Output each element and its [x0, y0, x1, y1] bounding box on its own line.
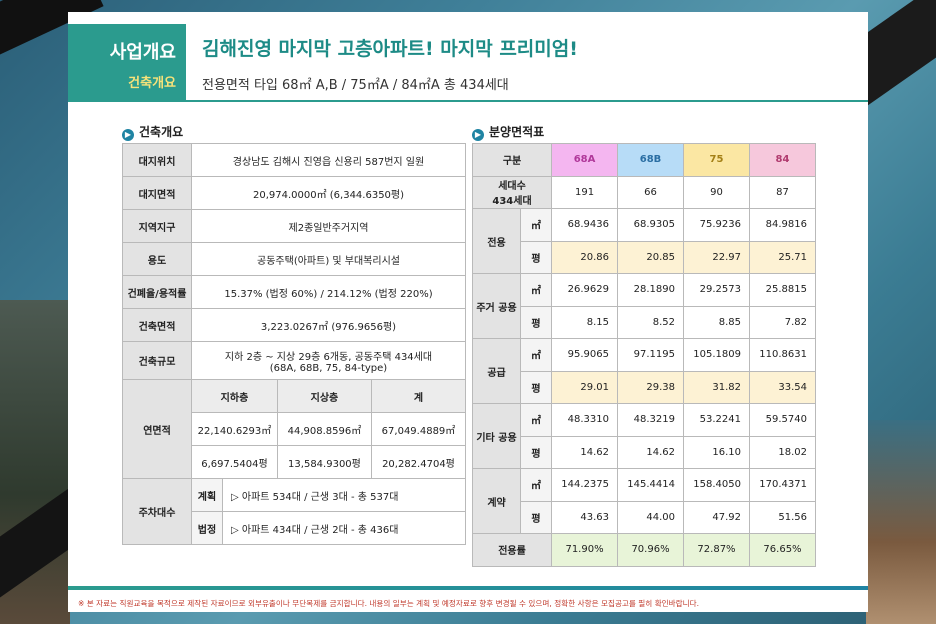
unit-label: ㎡ — [520, 468, 553, 502]
area-value: 48.3310 — [551, 403, 619, 437]
table-row: 전용 ㎡ 68.9436 68.9305 75.9236 84.9816 — [471, 208, 817, 274]
area-value: 22.97 — [683, 240, 750, 274]
table-row: 주차대수 계획 ▷ 아파트 534대 / 근생 3대 - 총 537대 — [122, 478, 466, 545]
unit-label: 평 — [520, 435, 553, 469]
area-value: 33.54 — [748, 370, 817, 404]
table-row: 연면적 지하층 지상층 계 — [122, 379, 467, 479]
area-value: 16.10 — [683, 435, 750, 469]
group-label: 기타 공용 — [471, 403, 522, 469]
area-value: 68.9436 — [551, 208, 619, 242]
table-row: 건축규모 지하 2층 ~ 지상 29층 6개동, 공동주택 434세대 (68A, … — [122, 341, 466, 380]
area-value: 105.1809 — [683, 338, 750, 372]
area-value: 43.63 — [551, 500, 619, 534]
area-value: 145.4414 — [617, 468, 684, 502]
table-row: 법정 ▷ 아파트 434대 / 근생 2대 - 총 436대 — [123, 511, 466, 545]
area-value: 26.9629 — [551, 273, 619, 307]
table-row: 구분 68A 68B 75 84 — [471, 143, 817, 177]
table-row: 세대수 434세대 191 66 90 87 — [471, 175, 817, 209]
header-divider — [186, 100, 868, 102]
table-row: 평 8.15 8.52 8.85 7.82 — [473, 305, 817, 339]
area-value: 44.00 — [617, 500, 684, 534]
section-title-area: ▶ 분양면적표 — [472, 123, 544, 141]
area-value: 158.4050 — [683, 468, 750, 502]
area-value: 8.85 — [683, 305, 750, 339]
table-row: 6,697.5404평 13,584.9300평 20,282.4704평 — [123, 445, 467, 479]
area-value: 47.92 — [683, 500, 750, 534]
group-label: 공급 — [471, 338, 522, 404]
table-row: 평 20.86 20.85 22.97 25.71 — [473, 240, 817, 274]
building-overview-table: 대지위치 경상남도 김해시 진영읍 신용리 587번지 일원 대지면적 20,974… — [122, 143, 467, 545]
table-row: 계약 ㎡ 144.2375 145.4414 158.4050 170.4371 — [471, 468, 817, 534]
area-value: 51.56 — [748, 500, 817, 534]
unit-label: ㎡ — [520, 208, 553, 242]
table-row: 지역지구 제2종일반주거지역 — [122, 209, 466, 243]
table-row: 평 43.63 44.00 47.92 51.56 — [473, 500, 817, 534]
area-value: 48.3219 — [617, 403, 684, 437]
slide-card: 사업개요 건축개요 김해진영 마지막 고층아파트! 마지막 프리미엄! 전용면적… — [68, 12, 868, 612]
unit-label: ㎡ — [520, 338, 553, 372]
area-value: 68.9305 — [617, 208, 684, 242]
area-value: 25.8815 — [748, 273, 817, 307]
area-value: 29.38 — [617, 370, 684, 404]
background-rock-right — [866, 420, 936, 624]
table-row: 평 14.62 14.62 16.10 18.02 — [473, 435, 817, 469]
table-row: 주거 공용 ㎡ 26.9629 28.1890 29.2573 25.8815 — [471, 273, 817, 339]
unit-label: 평 — [520, 370, 553, 404]
unit-label: 평 — [520, 305, 553, 339]
table-row: 22,140.6293㎡ 44,908.8596㎡ 67,049.4889㎡ — [123, 412, 467, 446]
subline: 전용면적 타입 68㎡ A,B / 75㎡A / 84㎡A 총 434세대 — [202, 78, 509, 93]
footer-divider — [68, 586, 868, 590]
area-value: 75.9236 — [683, 208, 750, 242]
unit-label: ㎡ — [520, 273, 553, 307]
area-value: 29.01 — [551, 370, 619, 404]
table-row: 대지위치 경상남도 김해시 진영읍 신용리 587번지 일원 — [122, 143, 466, 177]
area-value: 97.1195 — [617, 338, 684, 372]
table-row: 기타 공용 ㎡ 48.3310 48.3219 53.2241 59.5740 — [471, 403, 817, 469]
header-subtitle: 건축개요 — [128, 76, 176, 91]
area-value: 144.2375 — [551, 468, 619, 502]
table-row: 공급 ㎡ 95.9065 97.1195 105.1809 110.8631 — [471, 338, 817, 404]
footer-note: ※ 본 자료는 직원교육을 목적으로 제작된 자료이므로 외부유출이나 무단복제… — [78, 599, 700, 608]
area-value: 18.02 — [748, 435, 817, 469]
area-value: 25.71 — [748, 240, 817, 274]
group-label: 전용 — [471, 208, 522, 274]
area-value: 53.2241 — [683, 403, 750, 437]
area-value: 8.15 — [551, 305, 619, 339]
play-icon: ▶ — [472, 129, 484, 141]
area-value: 20.85 — [617, 240, 684, 274]
headline: 김해진영 마지막 고층아파트! 마지막 프리미엄! — [202, 38, 578, 60]
unit-label: 평 — [520, 240, 553, 274]
table-row: 평 29.01 29.38 31.82 33.54 — [473, 370, 817, 404]
area-groups: 전용 ㎡ 68.9436 68.9305 75.9236 84.9816 평 20.86 20.… — [471, 208, 817, 534]
unit-label: ㎡ — [520, 403, 553, 437]
area-value: 31.82 — [683, 370, 750, 404]
sales-area-table: 구분 68A 68B 75 84 세대수 434세대 191 66 90 87 전… — [471, 143, 817, 567]
unit-label: 평 — [520, 500, 553, 534]
area-value: 110.8631 — [748, 338, 817, 372]
area-value: 7.82 — [748, 305, 817, 339]
header-badge: 사업개요 건축개요 — [68, 24, 186, 102]
area-value: 84.9816 — [748, 208, 817, 242]
area-value: 20.86 — [551, 240, 619, 274]
area-value: 59.5740 — [748, 403, 817, 437]
table-row: 대지면적 20,974.0000㎡ (6,344.6350평) — [122, 176, 466, 210]
area-value: 14.62 — [617, 435, 684, 469]
area-value: 8.52 — [617, 305, 684, 339]
area-value: 29.2573 — [683, 273, 750, 307]
group-label: 주거 공용 — [471, 273, 522, 339]
header-title: 사업개요 — [109, 42, 176, 63]
area-value: 95.9065 — [551, 338, 619, 372]
section-title-building: ▶ 건축개요 — [122, 123, 183, 141]
group-label: 계약 — [471, 468, 522, 534]
area-value: 28.1890 — [617, 273, 684, 307]
area-value: 14.62 — [551, 435, 619, 469]
table-row: 건폐율/용적률 15.37% (법정 60%) / 214.12% (법정 220… — [122, 275, 466, 309]
area-value: 170.4371 — [748, 468, 817, 502]
table-row: 용도 공동주택(아파트) 및 부대복리시설 — [122, 242, 466, 276]
play-icon: ▶ — [122, 129, 134, 141]
table-row: 건축면적 3,223.0267㎡ (976.9656평) — [122, 308, 466, 342]
table-row: 전용률 71.90% 70.96% 72.87% 76.65% — [471, 533, 817, 567]
